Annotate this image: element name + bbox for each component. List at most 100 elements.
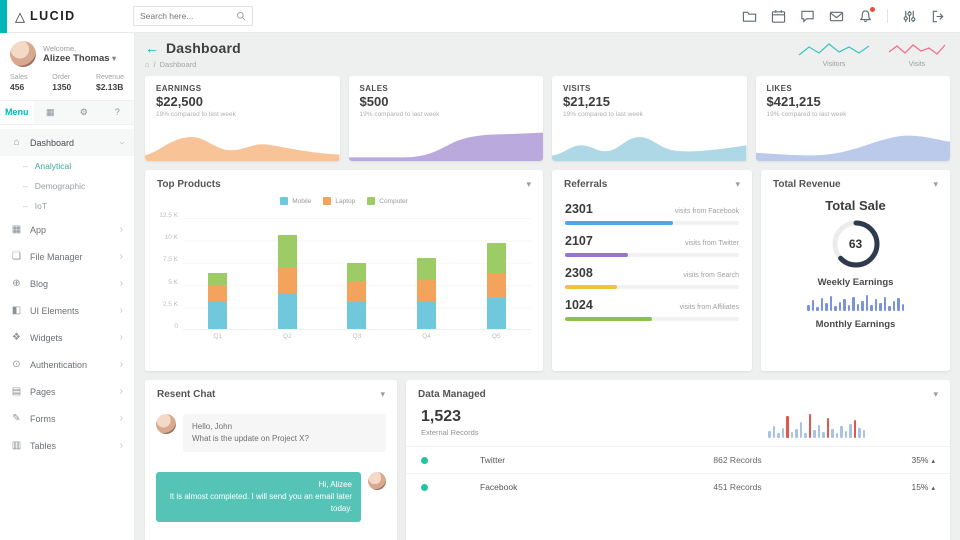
dropdown-caret-icon[interactable]: ▾ [380,389,385,399]
visits-sparkline: Visits [888,40,946,68]
stat-value: 1350 [52,82,72,92]
folder-icon[interactable] [742,9,757,24]
top-products-legend: Mobile Laptop Computer [145,196,543,210]
stat-card-note: 19% compared to last week [156,111,236,118]
chat-message-incoming: Hello, John What is the update on Projec… [145,406,397,452]
page-header: ← Dashboard ⌂ / Dashboard Visitors Visit… [145,40,950,69]
sidebar-item-label: Pages [30,386,56,397]
calendar-icon[interactable] [771,9,786,24]
stacked-bar [208,273,228,329]
chevron-right-icon: › [119,385,123,397]
sidebar-item-tables[interactable]: ▥ Tables › [0,432,134,459]
referral-label: visits from Twitter [685,240,739,247]
chevron-right-icon: › [119,439,123,451]
tab-help-icon[interactable]: ? [114,107,120,117]
referral-label: visits from Search [683,272,739,279]
chat-bubble-outgoing: Hi, Alizee It is almost completed. I wil… [156,472,361,522]
sidebar-item-authentication[interactable]: ⊙ Authentication › [0,351,134,378]
sidebar-subitem-label: Analytical [34,161,72,171]
tab-settings-icon[interactable]: ⚙ [79,107,88,117]
breadcrumb-separator: / [153,60,156,69]
globe-icon: ⊕ [12,278,21,289]
source-percent: 15% ▴ [911,482,935,492]
mail-icon[interactable] [829,9,844,24]
sliders-icon[interactable] [902,9,917,24]
sidebar-item-ui-elements[interactable]: ◧ UI Elements › [0,297,134,324]
records-count: 1,523 [421,408,462,425]
sidebar-item-widgets[interactable]: ❖ Widgets › [0,324,134,351]
legend-item: Mobile [280,197,311,205]
sidebar-item-forms[interactable]: ✎ Forms › [0,405,134,432]
stat-card-earnings: EARNINGS $22,500 19% compared to last we… [145,76,340,161]
dash-icon: – [23,181,28,191]
caret-up-icon: ▴ [931,458,935,465]
search-box[interactable] [133,6,253,26]
notification-badge [870,6,875,12]
chevron-right-icon: › [119,277,123,289]
stat-card-row: EARNINGS $22,500 19% compared to last we… [145,76,950,161]
stat-value: 456 [10,82,25,92]
sparkline-label: Visits [908,61,926,68]
gauge-value: 63 [848,237,863,251]
source-records: 862 Records [713,455,762,465]
recent-chat-card: Resent Chat ▾ Hello, John What is the up… [145,380,397,540]
pencil-icon: ✎ [12,413,21,424]
sidebar-item-label: Dashboard [30,137,75,148]
logout-icon[interactable] [931,9,946,24]
tab-grid-icon[interactable]: ▦ [45,107,55,117]
logo[interactable]: △ LUCID [7,9,133,23]
bell-icon[interactable] [858,6,875,24]
source-name: Twitter [480,455,506,465]
sidebar-subitem-analytical[interactable]: – Analytical [0,156,134,176]
stat-card-value: $500 [359,94,389,109]
card-title: Total Revenue [773,179,841,190]
referral-progress-fill [565,221,673,225]
gauge-arc [832,220,879,268]
referral-progress [565,285,739,289]
search-input[interactable] [140,11,236,21]
dropdown-caret-icon[interactable]: ▾ [735,179,740,189]
sidebar-item-app[interactable]: ▦ App › [0,216,134,243]
topbar: △ LUCID [0,0,960,33]
sidebar-item-file-manager[interactable]: ❏ File Manager › [0,243,134,270]
dropdown-caret-icon[interactable]: ▾ [933,179,938,189]
total-sale-heading: Total Sale [825,198,886,213]
back-arrow-icon[interactable]: ← [145,40,159,56]
chat-icon[interactable] [800,9,815,24]
sidebar-subitem-iot[interactable]: – IoT [0,196,134,216]
home-icon: ⌂ [13,137,20,148]
likes-area-chart [755,135,950,161]
tab-menu[interactable]: Menu [0,101,34,124]
sidebar-item-pages[interactable]: ▤ Pages › [0,378,134,405]
dropdown-caret-icon[interactable]: ▾ [526,179,531,189]
chevron-right-icon: › [119,358,123,370]
header-mini-charts: Visitors Visits [798,40,950,68]
dm-dot [421,456,428,464]
user-profile[interactable]: Welcome, Alizee Thomas ▾ [0,33,134,72]
referral-row: 2107 visits from Twitter [552,228,752,248]
caret-down-icon[interactable]: ▾ [112,54,117,63]
page-title: Dashboard [166,40,241,56]
sidebar-subitem-demographic[interactable]: – Demographic [0,176,134,196]
chevron-right-icon: › [119,304,123,316]
referral-progress-fill [565,285,618,289]
welcome-text: Welcome, [43,44,77,53]
sidebar-item-blog[interactable]: ⊕ Blog › [0,270,134,297]
card-title: Data Managed [418,389,486,400]
user-stats: Sales 456 Order 1350 Revenue $2.13B [0,72,134,100]
search-icon[interactable] [236,11,246,21]
sidebar-item-dashboard[interactable]: ⌂ Dashboard › [0,129,134,156]
dropdown-caret-icon[interactable]: ▾ [933,389,938,399]
source-percent: 35% ▴ [911,455,935,465]
stacked-bar [486,243,506,329]
monthly-earnings-label: Monthly Earnings [815,319,896,330]
data-managed-summary: 1,523 External Records [406,406,950,446]
referral-progress [565,221,739,225]
stat-card-value: $21,215 [563,94,610,109]
referral-row: 2308 visits from Search [552,260,752,280]
home-icon[interactable]: ⌂ [145,60,150,69]
chevron-right-icon: › [119,250,123,262]
data-managed-card: Data Managed ▾ 1,523 External Records Tw… [406,380,950,540]
